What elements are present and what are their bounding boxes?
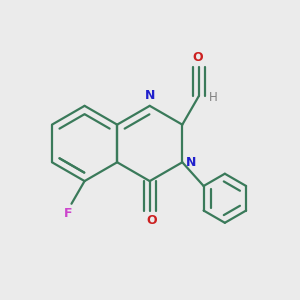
Text: O: O: [192, 51, 203, 64]
Text: N: N: [145, 89, 155, 102]
Text: F: F: [64, 207, 73, 220]
Text: H: H: [209, 92, 218, 104]
Text: N: N: [186, 156, 196, 169]
Text: O: O: [146, 214, 157, 227]
